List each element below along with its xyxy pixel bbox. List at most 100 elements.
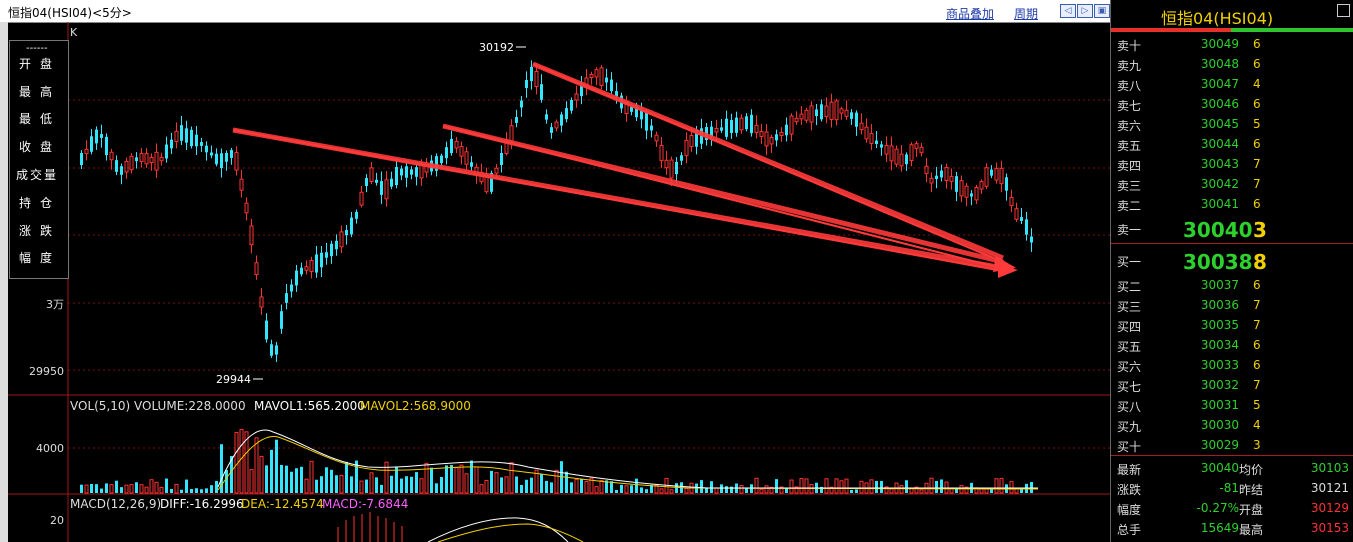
volume-bar xyxy=(990,487,993,493)
candle-body xyxy=(745,116,748,130)
ask1-qty: 3 xyxy=(1253,218,1267,242)
candle-body xyxy=(779,131,784,137)
ask-row[interactable]: 卖六 30045 5 xyxy=(1111,114,1353,134)
macd-value: MACD:-7.6844 xyxy=(322,497,408,511)
ask-price: 30047 xyxy=(1200,77,1239,91)
volume-bar xyxy=(650,484,653,493)
bid-row[interactable]: 买二 30037 6 xyxy=(1111,275,1353,295)
candle-body xyxy=(979,181,984,190)
bid-row[interactable]: 买七 30032 7 xyxy=(1111,375,1353,395)
window-toggle-icon[interactable]: ▣ xyxy=(1094,4,1110,18)
volume-bar xyxy=(144,486,149,494)
candle-body xyxy=(864,126,869,140)
volume-bar xyxy=(320,476,323,493)
candle-body xyxy=(105,136,108,156)
candle-body xyxy=(165,144,168,159)
macd-bars xyxy=(337,512,403,542)
volume-bar xyxy=(479,484,484,494)
volume-bar xyxy=(545,480,548,493)
candle-body xyxy=(759,131,764,137)
volume-bar xyxy=(804,478,809,494)
volume-bar xyxy=(610,481,613,493)
volume-bar xyxy=(869,479,874,494)
ask1-row[interactable]: 卖一 30040 3 xyxy=(1111,218,1353,242)
candle-body xyxy=(384,179,389,200)
bid1-row[interactable]: 买一 30038 8 xyxy=(1111,250,1353,274)
left-tool-strip[interactable] xyxy=(0,22,8,542)
candle-body xyxy=(494,167,499,174)
volume-bar xyxy=(550,482,553,493)
candle-body xyxy=(410,169,413,175)
volume-bar xyxy=(534,469,539,494)
bid-qty: 5 xyxy=(1253,398,1261,412)
candle-body xyxy=(454,140,459,149)
mavol1-line xyxy=(217,429,1038,489)
stat-label: 昨结 xyxy=(1239,483,1264,497)
ask-row[interactable]: 卖十 30049 6 xyxy=(1111,34,1353,54)
bid-row[interactable]: 买十 30029 3 xyxy=(1111,435,1353,455)
macd-name: MACD(12,26,9) xyxy=(70,497,161,511)
volume-bar xyxy=(494,472,499,494)
maximize-icon[interactable] xyxy=(1337,4,1350,17)
ask-row[interactable]: 卖八 30047 4 xyxy=(1111,74,1353,94)
bid1-price: 30038 xyxy=(1183,250,1253,274)
candle-body xyxy=(195,134,198,147)
candle-body xyxy=(520,100,523,108)
volume-bar xyxy=(620,484,623,493)
candle-body xyxy=(730,120,733,133)
volume-bar xyxy=(390,475,393,493)
volume-bar xyxy=(405,476,408,493)
ask-price: 30048 xyxy=(1200,57,1239,71)
bid-row[interactable]: 买六 30033 6 xyxy=(1111,355,1353,375)
period-link[interactable]: 周期 xyxy=(1014,7,1039,21)
candle-body xyxy=(640,109,643,120)
overlay-product-link[interactable]: 商品叠加 xyxy=(946,7,995,21)
ask-row[interactable]: 卖三 30042 7 xyxy=(1111,174,1353,194)
bid-price: 30031 xyxy=(1200,398,1239,412)
volume-bar xyxy=(195,488,198,493)
bid-row[interactable]: 买三 30036 7 xyxy=(1111,295,1353,315)
candle-body xyxy=(210,152,213,156)
nav-left-icon[interactable]: ◁ xyxy=(1060,4,1076,18)
high-marker: 30192 xyxy=(479,41,514,54)
volume-bar xyxy=(820,486,823,493)
volume-bar xyxy=(325,467,328,493)
bid-qty: 6 xyxy=(1253,358,1261,372)
macd-diff-line xyxy=(427,517,569,542)
volume-bar xyxy=(1020,488,1023,493)
volume-bar xyxy=(829,486,834,494)
ask-row[interactable]: 卖九 30048 6 xyxy=(1111,54,1353,74)
candle-body xyxy=(390,178,393,187)
bid-row[interactable]: 买八 30031 5 xyxy=(1111,395,1353,415)
candle-body xyxy=(525,79,528,89)
macd-y-tick: 20 xyxy=(50,514,64,527)
volume-bar xyxy=(470,460,473,493)
volume-bar xyxy=(450,465,453,493)
bid-row[interactable]: 买五 30034 6 xyxy=(1111,335,1353,355)
volume-bar xyxy=(115,480,118,493)
volume-bar xyxy=(710,481,713,493)
candle-body xyxy=(695,130,698,147)
ask-row[interactable]: 卖四 30043 7 xyxy=(1111,154,1353,174)
ask-row[interactable]: 卖二 30041 6 xyxy=(1111,194,1353,214)
volume-bar xyxy=(215,480,218,493)
volume-bar xyxy=(369,472,374,494)
volume-bar xyxy=(380,484,383,493)
nav-right-icon[interactable]: ▷ xyxy=(1077,4,1093,18)
volume-bar xyxy=(739,485,744,494)
bid-row[interactable]: 买四 30035 7 xyxy=(1111,315,1353,335)
candle-body xyxy=(174,130,179,143)
k-line-chart[interactable]: K 3万 29950 30192 29944 VOL(5,10) VOLUME:… xyxy=(8,22,1110,542)
candle-body xyxy=(180,125,183,141)
candle-body xyxy=(829,101,834,120)
bid-row[interactable]: 买九 30030 4 xyxy=(1111,415,1353,435)
volume-bar xyxy=(139,484,144,494)
candle-body xyxy=(669,159,674,179)
ask-row[interactable]: 卖七 30046 6 xyxy=(1111,94,1353,114)
candle-body xyxy=(824,105,829,118)
candle-body xyxy=(205,145,208,153)
candle-body xyxy=(714,127,719,133)
stat-value: 15649 xyxy=(1200,521,1239,535)
info-range: 幅度 xyxy=(19,251,62,265)
ask-row[interactable]: 卖五 30044 6 xyxy=(1111,134,1353,154)
